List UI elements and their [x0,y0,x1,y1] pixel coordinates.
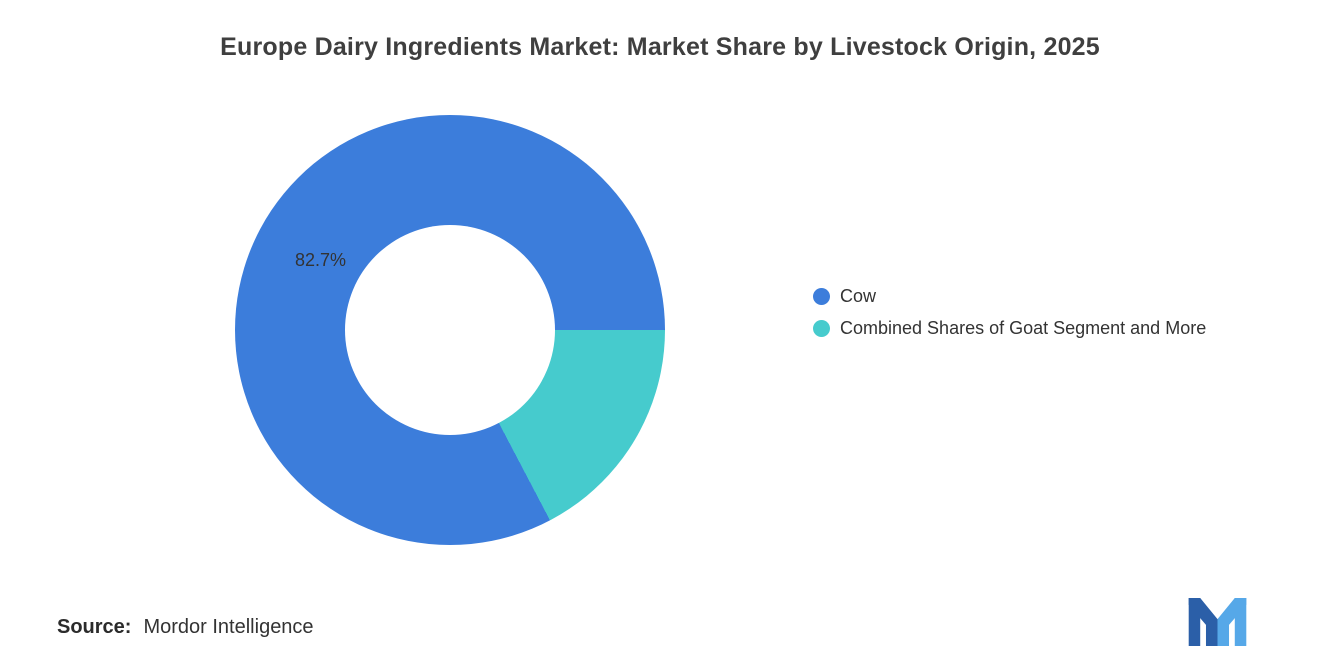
legend-swatch-goat-icon [813,320,830,337]
legend-item-cow[interactable]: Cow [813,286,1206,307]
legend-item-goat-segment[interactable]: Combined Shares of Goat Segment and More [813,318,1206,339]
chart-title: Europe Dairy Ingredients Market: Market … [220,33,1100,61]
source-label: Source: [57,616,132,638]
legend-swatch-cow-icon [813,288,830,305]
legend: Cow Combined Shares of Goat Segment and … [813,286,1206,339]
slice-data-label-cow: 82.7% [295,250,347,270]
source-value: Mordor Intelligence [143,616,314,638]
mordor-intelligence-logo [1188,598,1247,646]
donut-chart: 82.7% [235,115,665,545]
source-line: Source: Mordor Intelligence [57,616,314,639]
legend-label-goat-segment: Combined Shares of Goat Segment and More [840,318,1207,338]
legend-label-cow: Cow [840,286,877,306]
donut-hole [345,225,555,435]
